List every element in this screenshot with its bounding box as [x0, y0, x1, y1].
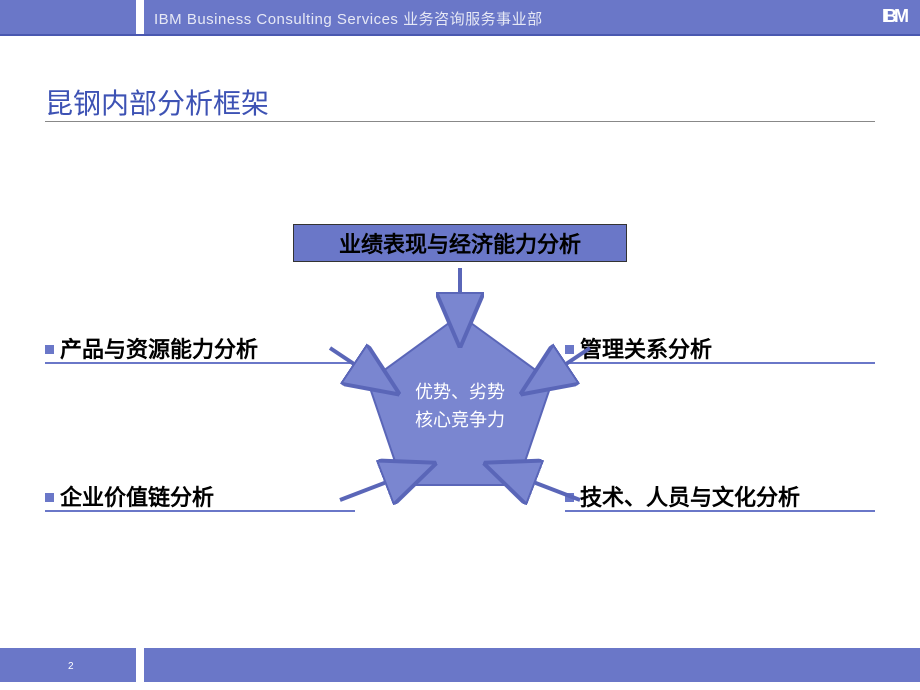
- label-top-right: 管理关系分析: [565, 332, 712, 364]
- header-text: IBM Business Consulting Services 业务咨询服务事…: [154, 8, 543, 29]
- underline-bot-right: [565, 510, 875, 512]
- underline-top-right: [565, 362, 875, 364]
- arrow-bot-left: [340, 480, 392, 500]
- page-title: 昆钢内部分析框架: [45, 82, 269, 122]
- arrow-top-left: [330, 348, 360, 368]
- footer-gap: [136, 648, 144, 682]
- header-gap: [136, 0, 144, 34]
- title-underline: [45, 121, 875, 122]
- label-bot-right-text: 技术、人员与文化分析: [580, 485, 800, 510]
- label-bot-left: 企业价值链分析: [45, 480, 214, 512]
- label-bot-right: 技术、人员与文化分析: [565, 480, 800, 512]
- bullet-icon: [45, 345, 54, 354]
- underline-top-left: [45, 362, 355, 364]
- label-top-left: 产品与资源能力分析: [45, 332, 258, 364]
- bullet-icon: [565, 345, 574, 354]
- header-underline: [0, 34, 920, 36]
- top-box-label: 业绩表现与经济能力分析: [339, 227, 581, 259]
- label-top-left-text: 产品与资源能力分析: [60, 337, 258, 362]
- page-number: 2: [68, 661, 74, 672]
- label-bot-left-text: 企业价值链分析: [60, 485, 214, 510]
- pentagon-line2: 核心竞争力: [415, 410, 505, 430]
- label-top-right-text: 管理关系分析: [580, 337, 712, 362]
- bullet-icon: [45, 493, 54, 502]
- top-analysis-box: 业绩表现与经济能力分析: [293, 224, 627, 262]
- pentagon-text: 优势、劣势 核心竞争力: [360, 378, 560, 434]
- bullet-icon: [565, 493, 574, 502]
- ibm-logo: IBM: [882, 6, 906, 27]
- pentagon-line1: 优势、劣势: [415, 382, 505, 402]
- underline-bot-left: [45, 510, 355, 512]
